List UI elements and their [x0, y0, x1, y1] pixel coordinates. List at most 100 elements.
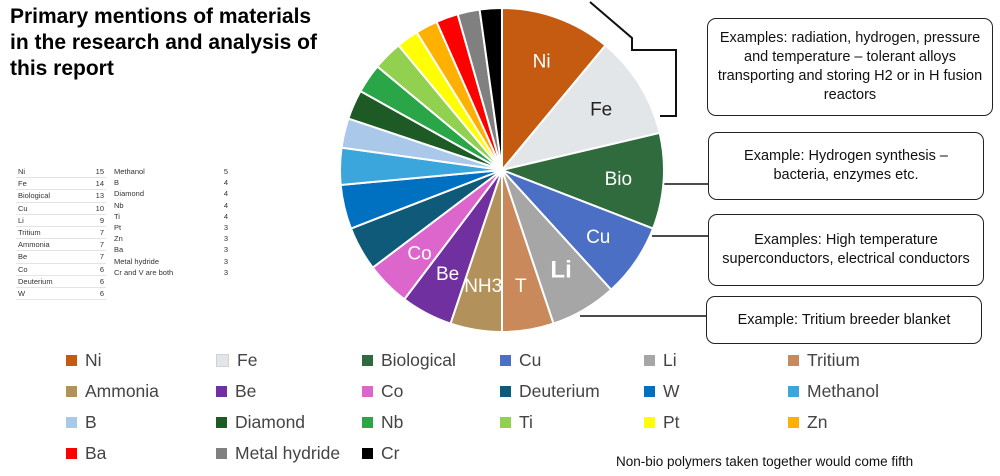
legend-swatch — [362, 448, 373, 459]
table-cell-name: Metal hydride — [114, 256, 160, 266]
pie-slice-label: Cu — [586, 227, 610, 248]
table-row: Ammonia 7 — [16, 238, 106, 252]
table-cell-name: Co — [16, 263, 88, 276]
pie-slice-label: Be — [436, 264, 459, 285]
table-row: Zn 3 — [112, 233, 230, 244]
table-cell-value: 6 — [88, 263, 106, 276]
legend-item: Li — [644, 350, 677, 371]
legend-item: Cr — [362, 443, 399, 464]
pie-slice-fe — [499, 43, 661, 172]
table-cell-name: Be — [16, 250, 88, 264]
legend-label: Diamond — [235, 412, 306, 432]
legend-swatch — [500, 386, 511, 397]
legend-item: Nb — [362, 412, 403, 433]
table-cell-name: W — [16, 287, 88, 301]
table-cell-name: Cr and V are both — [114, 267, 174, 277]
legend-swatch — [216, 448, 227, 459]
legend-label: Pt — [663, 412, 680, 432]
table-cell-name: Zn — [114, 234, 123, 244]
table-cell-value: 5 — [223, 167, 228, 177]
table-cell-name: Cu — [16, 202, 88, 215]
table-cell-name: Biological — [16, 189, 88, 203]
legend-item: Ni — [66, 350, 102, 371]
table-row: Cu 10 — [16, 202, 106, 215]
table-row: Co 6 — [16, 263, 106, 276]
table-row: Cr and V are both 3 — [112, 267, 230, 278]
table-cell-name: B — [114, 178, 120, 188]
legend-label: Ni — [85, 350, 102, 370]
table-cell-value: 4 — [223, 178, 228, 188]
table-row: Diamond 4 — [112, 188, 230, 199]
legend-label: Deuterium — [519, 381, 600, 401]
legend-item: Zn — [788, 412, 827, 433]
table-cell-value: 9 — [88, 214, 106, 227]
legend-swatch — [66, 448, 77, 459]
table-cell-name: Fe — [16, 177, 88, 191]
legend-item: Deuterium — [500, 381, 600, 402]
table-cell-value: 14 — [88, 177, 106, 191]
table-cell-value: 7 — [88, 250, 106, 264]
table-row: Tritium 7 — [16, 226, 106, 240]
legend-label: Ammonia — [85, 381, 159, 401]
legend-swatch — [500, 417, 511, 428]
pie-slice-label: NH3 — [464, 276, 502, 297]
pie-slice-label: Li — [550, 257, 571, 284]
pie-slice-ni — [501, 6, 607, 173]
legend-item: Ammonia — [66, 381, 159, 402]
table-cell-value: 10 — [88, 202, 106, 215]
table-row: Methanol 5 — [112, 166, 230, 177]
table-row: Metal hydride 3 — [112, 256, 230, 267]
pie-slice-biological — [498, 131, 665, 230]
legend-item: Tritium — [788, 350, 860, 371]
legend-item: Be — [216, 381, 256, 402]
legend-label: Nb — [381, 412, 404, 432]
callout-bio: Example: Hydrogen synthesis – bacteria, … — [708, 132, 984, 200]
pie-slice-label: Bio — [605, 169, 632, 190]
legend-item: W — [644, 381, 680, 402]
table-cell-value: 4 — [223, 189, 228, 199]
legend-item: Fe — [216, 350, 257, 371]
table-row: Biological 13 — [16, 189, 106, 203]
legend-swatch — [788, 386, 799, 397]
table-cell-value: 7 — [88, 238, 106, 252]
table-cell-name: Li — [16, 214, 88, 227]
legend-label: Be — [235, 381, 257, 401]
pie-slice-label: T — [515, 276, 527, 297]
table-cell-value: 3 — [223, 234, 228, 244]
legend-label: Li — [663, 350, 677, 370]
legend-swatch — [644, 417, 655, 428]
footnote: Non-bio polymers taken together would co… — [616, 454, 914, 469]
table-cell-name: Nb — [114, 200, 124, 210]
legend-label: Cr — [381, 443, 400, 463]
table-row: Pt 3 — [112, 222, 230, 233]
legend-item: Metal hydride — [216, 443, 340, 464]
table-cell-value: 3 — [223, 245, 228, 255]
legend-swatch — [66, 417, 77, 428]
bracket-fe — [589, 1, 677, 117]
legend-swatch — [644, 386, 655, 397]
pie-slice-label: Fe — [590, 100, 612, 121]
legend-item: Ba — [66, 443, 106, 464]
legend-swatch — [66, 355, 77, 366]
table-row: Deuterium 6 — [16, 275, 106, 288]
legend-label: Ba — [85, 443, 107, 463]
legend-label: Metal hydride — [235, 443, 341, 463]
table-cell-name: Ba — [114, 245, 124, 255]
legend-swatch — [216, 417, 227, 428]
legend-swatch — [644, 355, 655, 366]
legend-label: Cu — [519, 350, 542, 370]
legend-label: Biological — [381, 350, 456, 370]
legend-item: Pt — [644, 412, 680, 433]
legend-swatch — [362, 417, 373, 428]
legend-swatch — [362, 386, 373, 397]
table-row: Ba 3 — [112, 244, 230, 255]
table-cell-value: 3 — [223, 267, 228, 277]
legend-label: W — [663, 381, 680, 401]
legend-item: Co — [362, 381, 403, 402]
callout-tritium: Example: Tritium breeder blanket — [706, 296, 982, 344]
callout-superconductors: Examples: High temperature superconducto… — [708, 214, 984, 286]
table-row: Be 7 — [16, 250, 106, 264]
